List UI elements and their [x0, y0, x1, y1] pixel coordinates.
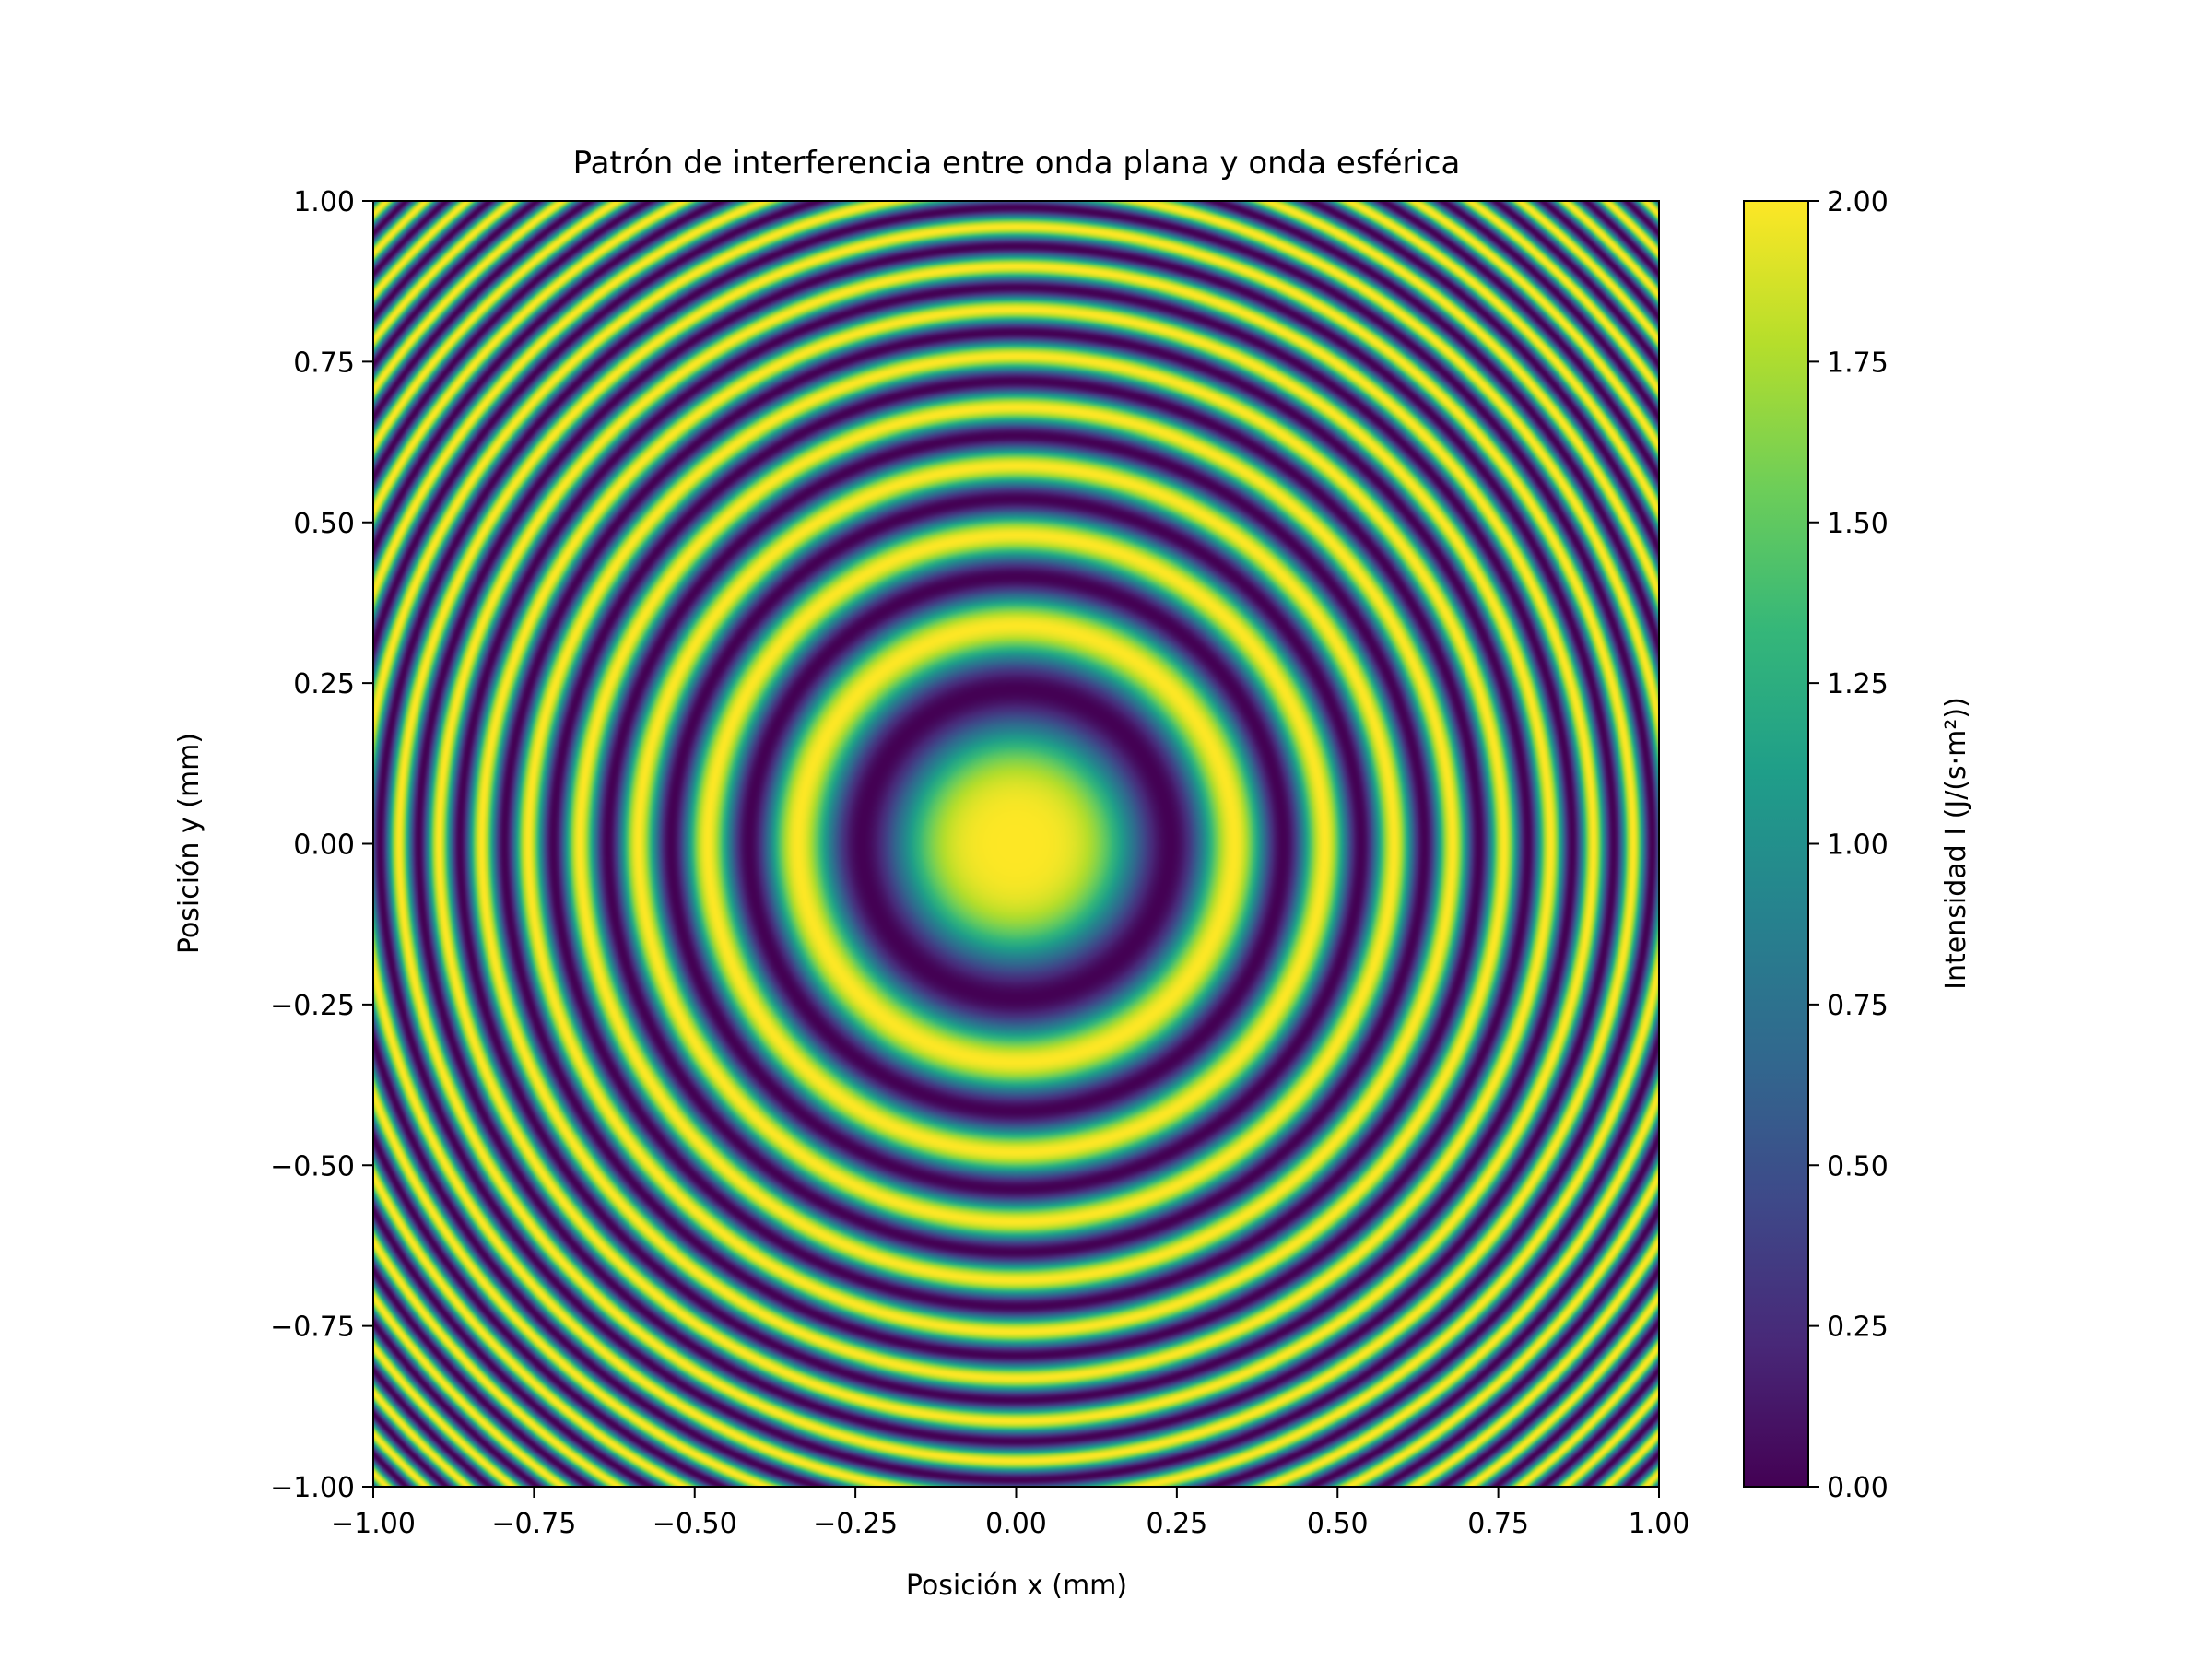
- y-tick-label: 0.75: [293, 347, 355, 379]
- y-tick-label: −0.25: [270, 990, 355, 1022]
- colorbar-label: Intensidad I (J/(s·m²)): [1940, 697, 1972, 990]
- y-axis-ticks: −1.00 −0.75 −0.50 −0.25 0.00 0.25 0.50 0.75 1.00: [270, 186, 373, 1504]
- y-tick-label: 0.25: [293, 668, 355, 700]
- x-tick-label: 1.00: [1629, 1508, 1690, 1540]
- x-tick-label: −0.50: [653, 1508, 737, 1540]
- x-axis-ticks: −1.00 −0.75 −0.50 −0.25 0.00 0.25 0.50 0.75 1.00: [331, 1487, 1689, 1540]
- colorbar-gradient: [1744, 201, 1808, 1487]
- y-tick-label: 0.00: [293, 830, 355, 862]
- x-tick-label: −0.75: [491, 1508, 576, 1540]
- x-tick-label: 0.25: [1146, 1508, 1207, 1540]
- colorbar-tick-label: 1.25: [1827, 668, 1888, 700]
- colorbar-tick-label: 0.75: [1827, 990, 1888, 1022]
- y-tick-label: 0.50: [293, 508, 355, 540]
- colorbar-tick-label: 0.50: [1827, 1150, 1888, 1182]
- colorbar: 0.00 0.25 0.50 0.75 1.00 1.25 1.50 1.75 2.00 Int…: [1743, 186, 1972, 1504]
- y-axis-label: Posición y (mm): [173, 733, 206, 954]
- x-axis-label: Posición x (mm): [906, 1570, 1127, 1602]
- x-tick-label: 0.50: [1307, 1508, 1369, 1540]
- y-tick-label: −0.50: [270, 1150, 355, 1182]
- colorbar-tick-label: 0.25: [1827, 1312, 1888, 1344]
- interference-heatmap: [373, 201, 1659, 1487]
- chart-title: Patrón de interferencia entre onda plana…: [573, 145, 1461, 182]
- y-tick-label: −1.00: [270, 1472, 355, 1504]
- colorbar-ticks: 0.00 0.25 0.50 0.75 1.00 1.25 1.50 1.75 2.00: [1808, 186, 1888, 1504]
- x-tick-label: 0.00: [985, 1508, 1047, 1540]
- colorbar-tick-label: 0.00: [1827, 1472, 1888, 1504]
- colorbar-tick-label: 1.50: [1827, 508, 1888, 540]
- plot-area: [372, 200, 1660, 1488]
- x-tick-label: −1.00: [331, 1508, 416, 1540]
- y-tick-label: 1.00: [293, 186, 355, 218]
- colorbar-tick-label: 1.00: [1827, 830, 1888, 862]
- colorbar-tick-label: 2.00: [1827, 186, 1888, 218]
- y-tick-label: −0.75: [270, 1312, 355, 1344]
- colorbar-tick-label: 1.75: [1827, 347, 1888, 379]
- x-tick-label: −0.25: [813, 1508, 898, 1540]
- x-tick-label: 0.75: [1467, 1508, 1529, 1540]
